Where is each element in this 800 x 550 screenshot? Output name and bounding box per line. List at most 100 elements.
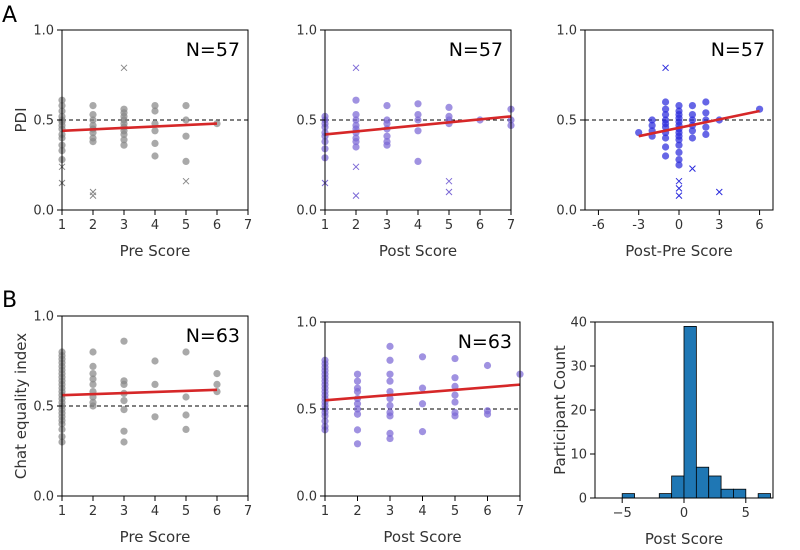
data-point [383, 132, 391, 140]
y-tick-label: 1.0 [556, 24, 577, 39]
y-tick-label: 1.0 [296, 316, 317, 331]
panel-letter-a: A [2, 3, 17, 28]
outlier-point [352, 64, 360, 72]
y-tick-label: 1.0 [33, 310, 54, 325]
x-axis-label: Pre Score [120, 528, 191, 546]
data-point [353, 388, 362, 396]
data-point [120, 397, 128, 405]
data-point [688, 102, 697, 110]
data-point [675, 148, 683, 156]
data-point [120, 427, 128, 435]
y-tick-label: 30 [570, 360, 587, 375]
data-point [418, 353, 427, 361]
x-tick-label: 7 [507, 218, 515, 233]
data-point [213, 380, 221, 388]
y-tick-label: 10 [570, 448, 587, 463]
data-point [120, 380, 128, 388]
data-point [451, 391, 459, 399]
data-point [386, 401, 394, 410]
data-point [386, 434, 394, 443]
data-point [414, 127, 422, 135]
outlier-point [445, 177, 453, 185]
data-point [675, 161, 683, 169]
data-point [151, 107, 159, 115]
data-point [151, 380, 159, 388]
y-axis-label: Chat equality index [12, 333, 30, 479]
data-point [182, 102, 190, 110]
x-tick-label: 3 [715, 218, 723, 233]
data-point [702, 130, 710, 138]
data-point [353, 440, 362, 448]
x-tick-label: −5 [613, 506, 632, 521]
x-tick-label: 6 [483, 504, 491, 519]
x-tick-label: 3 [386, 504, 394, 519]
data-point [89, 111, 97, 119]
y-tick-label: 0 [579, 492, 587, 507]
histogram-bar [757, 493, 771, 499]
outlier-point [675, 192, 683, 199]
y-axis-label: PDI [12, 107, 30, 132]
regression-line [324, 115, 512, 136]
outlier-point [89, 192, 97, 199]
data-point [352, 116, 360, 124]
data-point [352, 138, 360, 146]
data-point [353, 426, 362, 434]
data-point [89, 129, 97, 137]
data-point [451, 412, 459, 420]
data-point [120, 136, 128, 144]
data-point [182, 116, 190, 124]
data-point [661, 143, 670, 151]
outlier-point [675, 177, 683, 185]
data-point [353, 370, 362, 378]
histogram-bar [695, 466, 710, 499]
data-point [120, 406, 128, 414]
data-point [702, 109, 710, 117]
outlier-point [689, 165, 696, 172]
data-point [120, 141, 128, 149]
sample-size-label: N=57 [186, 39, 240, 61]
data-point [386, 370, 394, 378]
x-tick-label: 2 [352, 218, 360, 233]
data-point [386, 394, 394, 403]
chart-a3: 0.0 0.5 1.0 -6 -3 0 3 6 Post-Pre Score N=57 [556, 24, 774, 260]
data-point [483, 361, 492, 370]
x-tick-label: 5 [182, 504, 190, 519]
data-point [353, 405, 362, 413]
outlier-point [662, 64, 669, 72]
data-point [383, 102, 391, 110]
data-point [89, 370, 97, 378]
x-tick-label: 3 [120, 218, 128, 233]
data-point [89, 348, 97, 356]
x-tick-label: 1 [58, 218, 66, 233]
data-point [89, 362, 97, 370]
x-tick-label: 0 [680, 506, 688, 521]
histogram-bar [621, 493, 635, 499]
data-point [352, 143, 360, 151]
data-point [352, 111, 360, 119]
data-point [483, 410, 492, 418]
data-point [661, 105, 670, 113]
chart-b2: 0.0 0.5 1.0 1 2 3 4 5 6 7 Post Score N=63 [296, 316, 524, 547]
histogram-bar [733, 488, 747, 499]
x-axis-label: Post-Pre Score [625, 242, 732, 260]
data-point [635, 129, 643, 137]
y-tick-label: 0.5 [33, 400, 54, 415]
y-tick-label: 0.0 [33, 490, 54, 505]
data-point [151, 152, 159, 160]
regression-line [324, 383, 521, 402]
x-tick-label: 4 [151, 218, 159, 233]
data-point [418, 400, 427, 408]
data-point [151, 413, 159, 421]
data-point [182, 132, 190, 140]
outlier-point [445, 188, 453, 196]
data-point [151, 102, 159, 110]
x-axis-label: Post Score [383, 528, 461, 546]
outlier-point [120, 64, 128, 72]
data-point [151, 127, 159, 135]
data-point [386, 342, 394, 350]
data-point [675, 156, 683, 164]
x-tick-label: 6 [213, 504, 221, 519]
x-axis-label: Post Score [645, 530, 723, 548]
data-point [182, 425, 190, 433]
data-point [120, 337, 128, 345]
